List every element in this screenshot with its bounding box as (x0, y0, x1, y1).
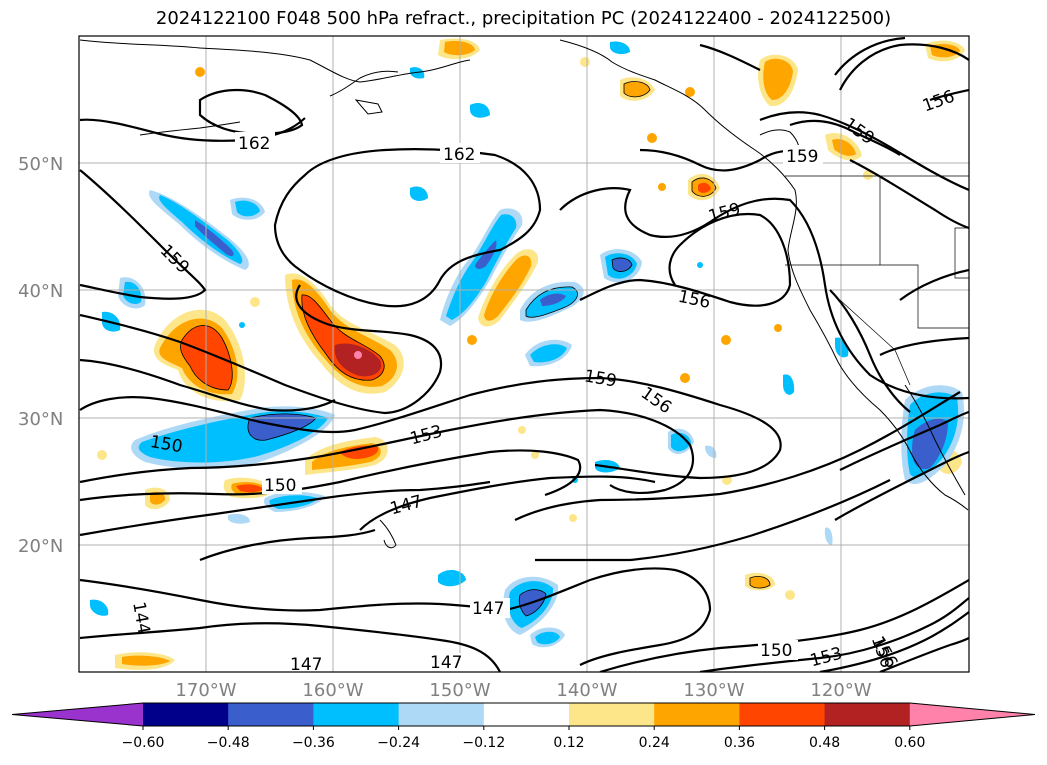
colorbar-tick-label: 0.48 (809, 735, 840, 751)
colorbar-segment (313, 703, 400, 726)
contour-labels: 162 162 159 159 159 159 156 156 156 159 … (128, 87, 957, 675)
map-frame (78, 35, 970, 673)
lat-tick-label: 40°N (18, 281, 63, 302)
colorbar-tick-label: −0.60 (122, 735, 165, 751)
longitude-ticks: 170°W 160°W 150°W 140°W 130°W 120°W (175, 680, 871, 701)
colorbar-segment (654, 703, 740, 726)
contour-lines (79, 36, 969, 672)
colorbar-segment (143, 703, 229, 726)
latitude-ticks: 50°N 40°N 30°N 20°N (18, 154, 63, 557)
contour-label: 162 (443, 145, 475, 165)
colorbar-tick-label: −0.36 (292, 735, 335, 751)
lat-tick-label: 20°N (18, 536, 63, 557)
colorbar-segment (398, 703, 485, 726)
colorbar-tick-label: −0.24 (377, 735, 420, 751)
lon-tick-label: 130°W (683, 680, 744, 701)
colorbar-segment (569, 703, 655, 726)
contour-label: 150 (264, 476, 296, 496)
colorbar-segment (228, 703, 314, 726)
contour-label: 147 (472, 599, 504, 619)
contour-label: 159 (786, 147, 818, 167)
lat-tick-label: 50°N (18, 154, 63, 175)
colorbar-tick-label: −0.12 (462, 735, 505, 751)
colorbar-segment (483, 703, 570, 726)
colorbar-tick-label: 0.24 (639, 735, 670, 751)
colorbar-tick-label: 0.36 (724, 735, 755, 751)
figure-title: 2024122100 F048 500 hPa refract., precip… (155, 8, 892, 29)
colorbar-extend-high (909, 703, 1035, 726)
lon-tick-label: 150°W (429, 680, 490, 701)
lon-tick-label: 160°W (302, 680, 363, 701)
contour-label: 150 (760, 641, 792, 661)
colorbar-tick-label: −0.48 (207, 735, 250, 751)
colorbar-segment (739, 703, 826, 726)
coastlines (79, 39, 969, 549)
contour-label: 147 (290, 655, 322, 675)
lon-tick-label: 170°W (175, 680, 236, 701)
lon-tick-label: 120°W (810, 680, 871, 701)
colorbar-extend-low (12, 703, 143, 726)
lon-tick-label: 140°W (556, 680, 617, 701)
colorbar-segment (824, 703, 911, 726)
lat-tick-label: 30°N (18, 409, 63, 430)
colorbar-tick-label: 0.60 (894, 735, 925, 751)
contour-label: 162 (238, 134, 270, 154)
contour-label: 147 (430, 653, 462, 673)
colorbar-tick-label: 0.12 (553, 735, 584, 751)
colorbar: −0.60 −0.48 −0.36 −0.24 −0.12 0.12 0.24 0.36 0.4… (11, 702, 1036, 751)
